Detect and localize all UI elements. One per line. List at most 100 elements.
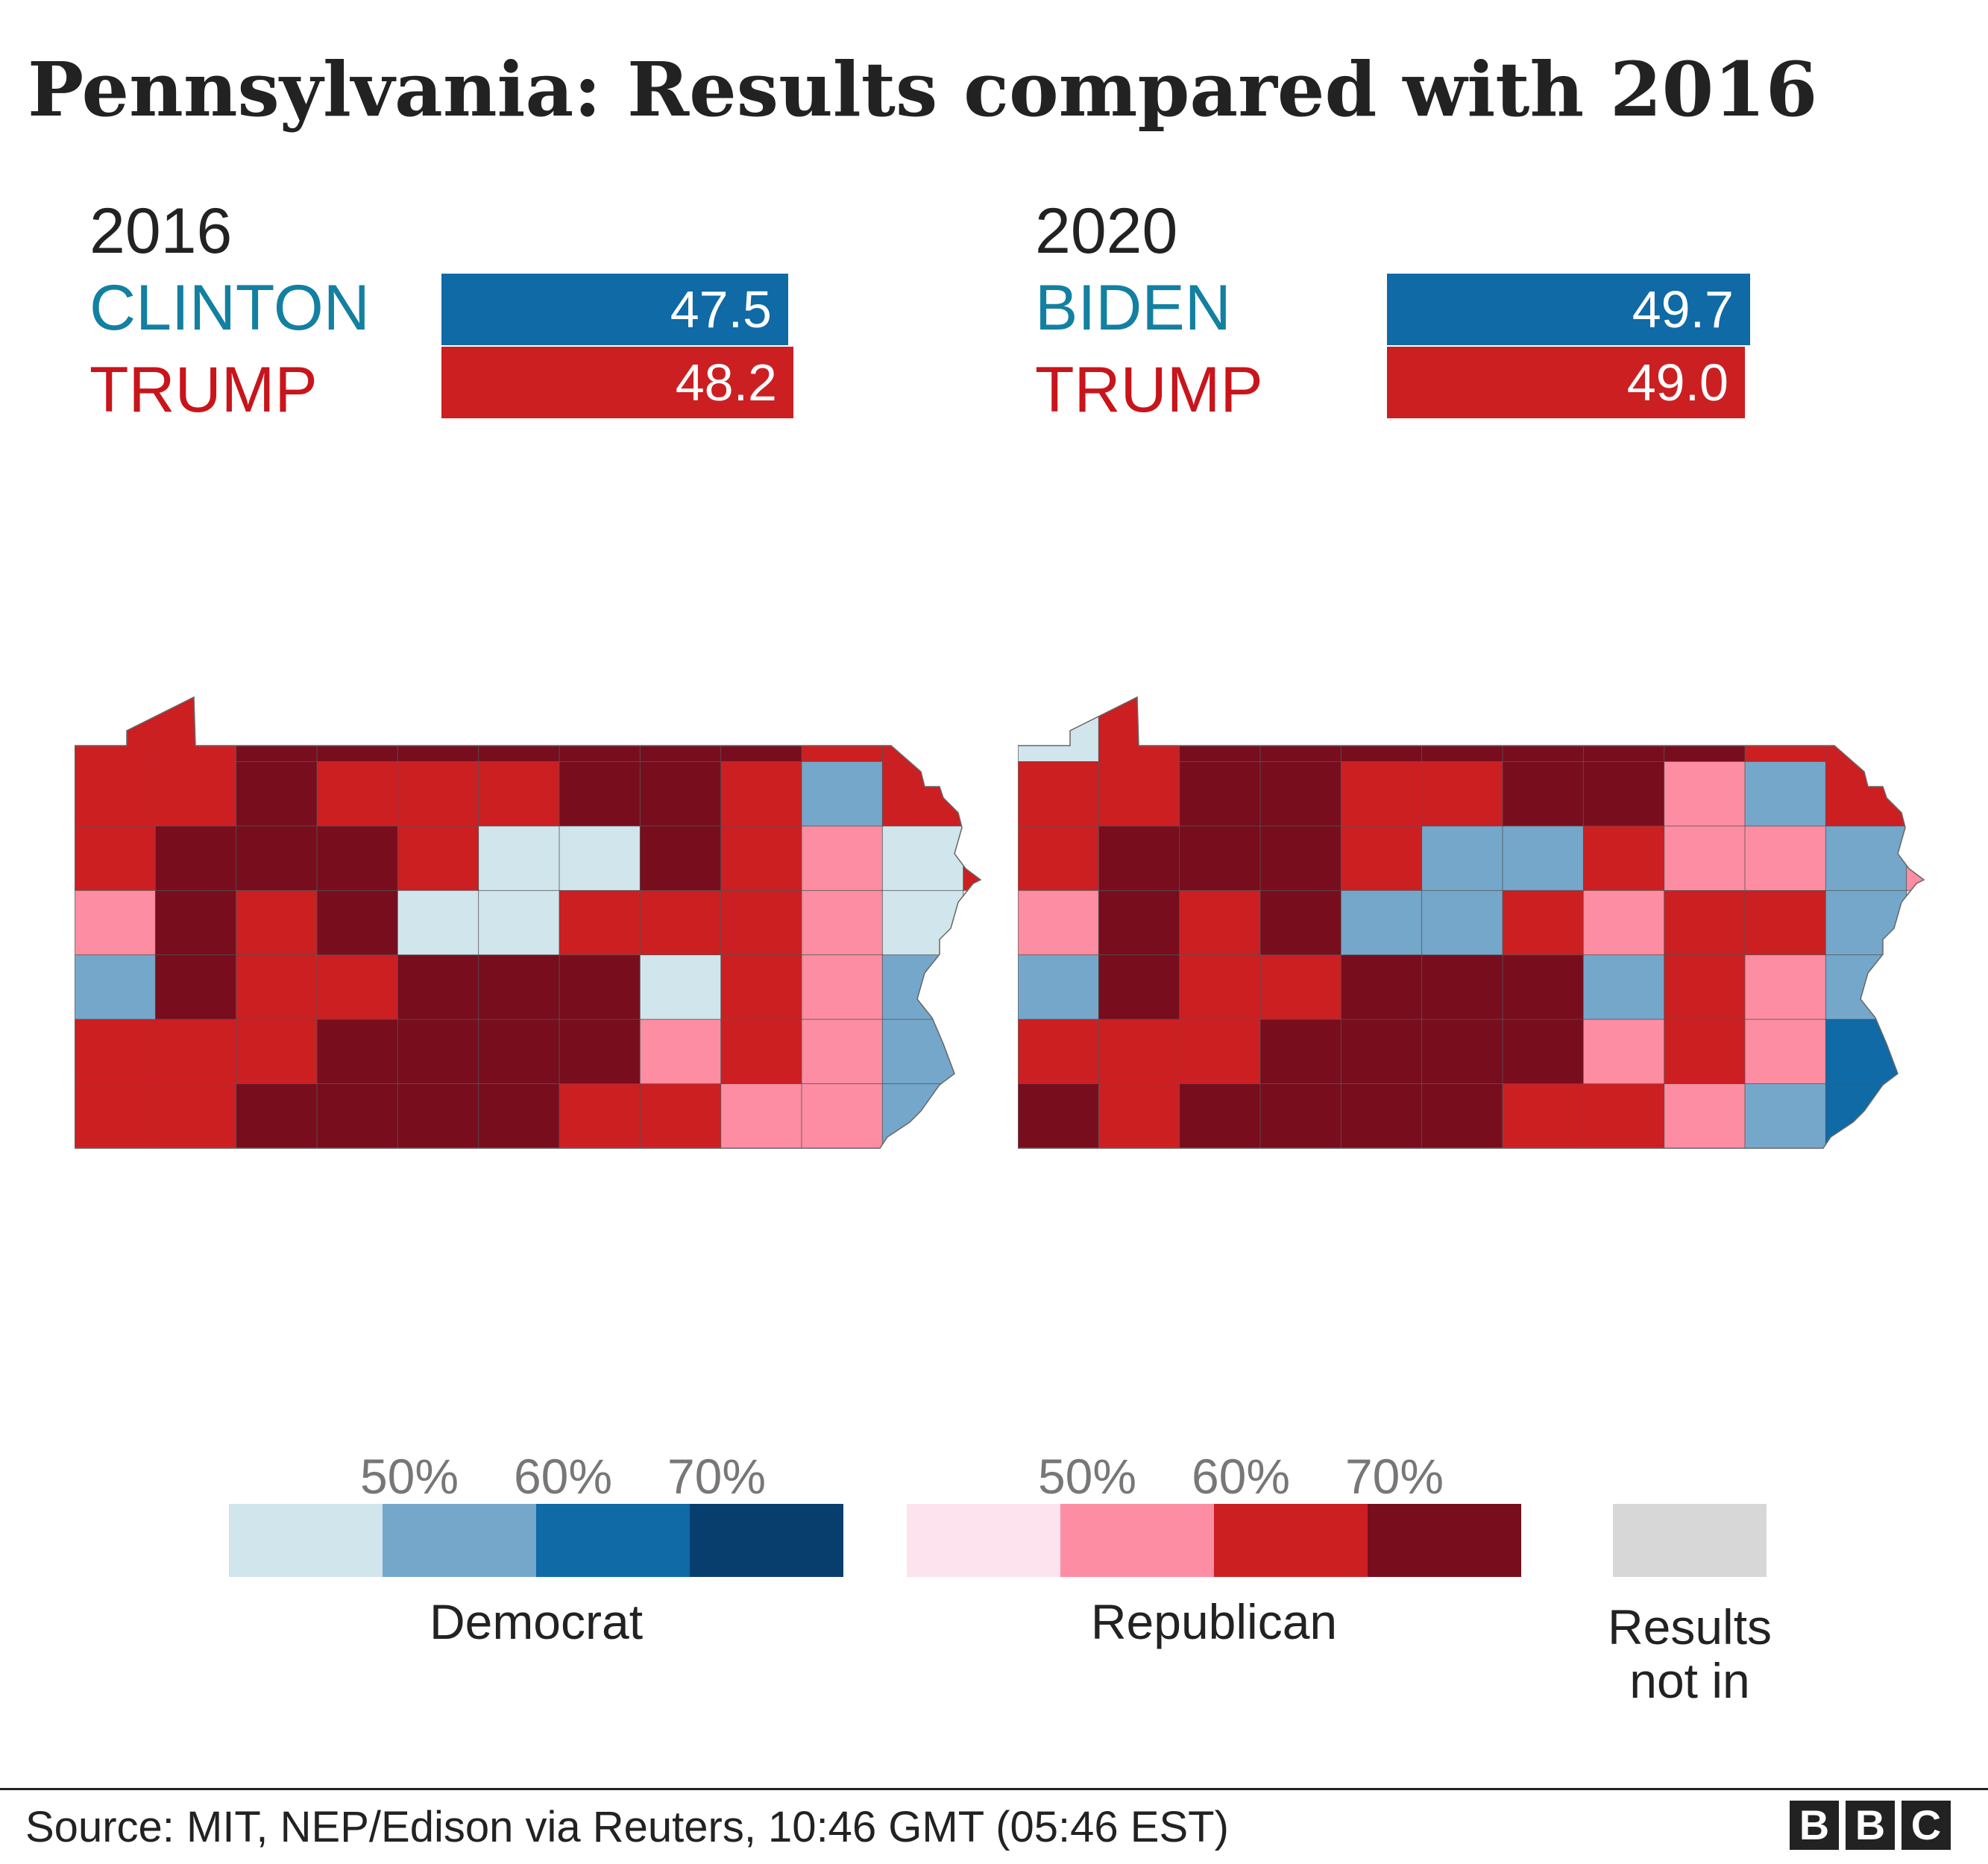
rep-swatch-2 [1060,1504,1214,1577]
county-region [881,825,964,892]
county-region [397,890,479,956]
county-region [1098,1018,1180,1085]
county-region [1340,954,1423,1021]
county-region [316,1083,399,1148]
county-region [1259,1018,1342,1085]
county-region [801,1083,884,1148]
county-region [720,697,803,763]
county-region [1340,890,1423,956]
vote-share-trump-2016: 48.2 [675,353,777,412]
county-region [1018,697,1100,763]
county-region [1582,825,1665,892]
county-region [1340,825,1423,892]
county-region [1018,1018,1100,1085]
county-region [1906,890,1924,956]
county-region [1259,825,1342,892]
county-region [397,954,479,1021]
county-region [1825,825,1907,892]
vote-bar-clinton: 47.5 [441,274,788,345]
county-region [801,890,884,956]
county-region [1825,1083,1907,1148]
dem-swatch-3 [536,1504,690,1577]
county-region [881,1018,964,1085]
county-region [639,825,722,892]
county-region [316,1018,399,1085]
county-region [236,890,318,956]
candidate-name-trump-2016: TRUMP [89,354,318,426]
rep-legend-tick-70: 70% [1344,1449,1444,1504]
county-region [1664,1083,1746,1148]
county-region [1744,954,1827,1021]
results-panel-2020: 2020 BIDEN TRUMP 49.7 49.0 [1035,190,1893,429]
county-region [397,825,479,892]
county-region [1825,1018,1907,1085]
county-region [75,1018,157,1085]
year-label-2020: 2020 [1035,195,1178,267]
county-region [1906,1018,1924,1085]
county-region [1906,1083,1924,1148]
county-region [881,954,964,1021]
county-region [801,1018,884,1085]
state-outline [75,696,982,1149]
county-region [478,1018,561,1085]
county-region [1018,1083,1100,1148]
county-region [75,761,157,827]
county-region [1582,954,1665,1021]
county-region [75,1083,157,1148]
county-region [1906,825,1924,892]
footer-divider [0,1788,1988,1790]
county-region [1502,825,1585,892]
county-region [801,761,884,827]
chart-title: Pennsylvania: Results compared with 2016 [28,45,1818,133]
county-region [478,1083,561,1148]
candidate-name-clinton: CLINTON [89,272,370,344]
county-region [1744,697,1827,763]
rep-swatch-4 [1368,1504,1521,1577]
vote-share-clinton: 47.5 [670,280,772,339]
rep-swatch-3 [1214,1504,1368,1577]
vote-bar-trump-2016: 48.2 [441,347,793,418]
county-region [1744,1083,1827,1148]
bbc-logo-block-2: B [1846,1801,1895,1850]
vote-bar-trump-2020: 49.0 [1387,347,1745,418]
county-region [881,761,964,827]
county-region [397,1083,479,1148]
county-region [316,954,399,1021]
county-region [397,697,479,763]
county-region [720,1018,803,1085]
county-region [1744,890,1827,956]
county-region [1421,1018,1504,1085]
county-region [397,761,479,827]
county-region [1825,697,1907,763]
county-region [1340,1083,1423,1148]
county-region [1259,761,1342,827]
county-region [559,1018,641,1085]
county-region [559,761,641,827]
county-region [1502,1083,1585,1148]
county-region [881,697,964,763]
county-region [1340,697,1423,763]
county-region [1098,761,1180,827]
county-region [1421,954,1504,1021]
dem-legend-tick-60: 60% [513,1449,613,1504]
county-region [639,697,722,763]
county-region [720,954,803,1021]
county-region [1582,697,1665,763]
county-region [1502,890,1585,956]
county-region [236,954,318,1021]
county-region [1664,825,1746,892]
county-region [639,1083,722,1148]
rep-legend-tick-60: 60% [1191,1449,1291,1504]
county-region [1018,890,1100,956]
county-map-2020 [1018,678,1987,1215]
county-region [75,697,157,763]
county-region [236,697,318,763]
county-region [1825,954,1907,1021]
no-result-label-line2: not in [1629,1653,1750,1708]
county-region [478,825,561,892]
county-region [1421,1083,1504,1148]
vote-bar-biden: 49.7 [1387,274,1750,345]
county-region [236,1083,318,1148]
county-region [1664,697,1746,763]
county-region [1259,697,1342,763]
